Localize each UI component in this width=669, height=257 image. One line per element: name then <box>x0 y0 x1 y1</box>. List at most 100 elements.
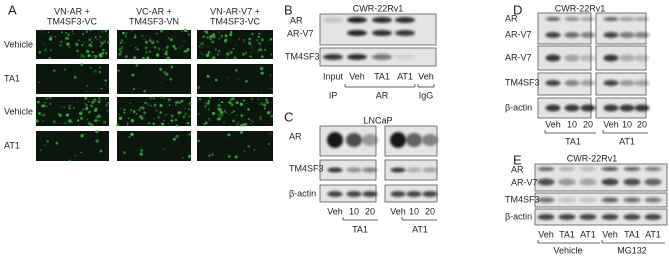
fluorescence-spot <box>153 98 155 100</box>
band <box>406 133 422 147</box>
fluorescence-spot <box>218 98 221 101</box>
band <box>362 191 378 197</box>
fluorescence-spot <box>223 121 226 124</box>
band <box>619 32 635 38</box>
band <box>644 167 662 171</box>
fluorescence-spot <box>229 30 233 34</box>
fluorescence-spot <box>228 100 232 104</box>
fluorescence-spot <box>198 97 202 101</box>
fluorescence-spot <box>41 114 44 117</box>
fluorescence-spot <box>220 101 224 104</box>
fluorescence-spot <box>106 109 109 112</box>
fluorescence-spot <box>86 49 90 54</box>
band <box>564 80 580 86</box>
column-header: VN-AR + <box>54 6 90 16</box>
fluorescence-spot <box>167 123 169 125</box>
fluorescence-spot <box>177 111 181 115</box>
fluorescence-spot <box>38 102 40 105</box>
band <box>603 80 619 86</box>
fluorescence-spot <box>159 96 162 99</box>
band-label: AR <box>505 13 518 23</box>
fluorescence-spot <box>91 51 94 54</box>
fluorescence-spot <box>122 41 125 43</box>
band <box>634 104 650 112</box>
fluorescence-spot <box>96 38 98 41</box>
fluorescence-spot <box>198 45 201 48</box>
fluorescence-spot <box>124 34 127 36</box>
fluorescence-image <box>36 30 109 59</box>
fluorescence-spot <box>107 35 110 38</box>
lane-label: Veh <box>545 119 561 129</box>
fluorescence-spot <box>208 154 211 157</box>
band <box>558 178 576 186</box>
fluorescence-spot <box>80 53 84 57</box>
lane-label: 10 <box>349 206 359 216</box>
fluorescence-spot <box>35 119 39 123</box>
fluorescence-spot <box>174 47 177 50</box>
fluorescence-spot <box>104 51 108 55</box>
fluorescence-spot <box>80 63 84 66</box>
fluorescence-spot <box>203 123 206 126</box>
band <box>580 17 596 21</box>
fluorescence-spot <box>227 77 229 79</box>
fluorescence-spot <box>172 137 176 141</box>
fluorescence-spot <box>127 124 129 126</box>
fluorescence-spot <box>39 149 42 152</box>
fluorescence-spot <box>150 99 152 101</box>
fluorescence-spot <box>98 96 101 100</box>
fluorescence-spot <box>85 103 88 107</box>
fluorescence-spot <box>182 115 186 119</box>
fluorescence-spot <box>125 32 127 34</box>
fluorescence-spot <box>118 113 120 116</box>
band <box>580 54 596 62</box>
band <box>372 54 392 60</box>
fluorescence-spot <box>229 50 233 54</box>
fluorescence-spot <box>151 41 155 45</box>
fluorescence-spot <box>239 102 244 106</box>
band <box>603 104 619 112</box>
fluorescence-spot <box>218 49 221 53</box>
fluorescence-spot <box>232 47 235 50</box>
fluorescence-spot <box>83 133 85 135</box>
fluorescence-spot <box>94 109 98 112</box>
fluorescence-spot <box>257 42 259 44</box>
fluorescence-spot <box>76 119 80 122</box>
fluorescence-spot <box>44 43 46 45</box>
fluorescence-spot <box>65 31 67 34</box>
fluorescence-spot <box>143 111 147 115</box>
fluorescence-spot <box>139 106 143 109</box>
band <box>545 104 561 112</box>
fluorescence-spot <box>209 35 213 39</box>
cell-line: CWR-22Rv1 <box>555 3 606 13</box>
fluorescence-spot <box>100 41 104 45</box>
fluorescence-spot <box>165 72 169 76</box>
fluorescence-spot <box>270 53 273 56</box>
band <box>327 167 343 173</box>
band-label: β-actin <box>505 211 532 221</box>
fluorescence-spot <box>178 101 182 104</box>
fluorescence-spot <box>74 42 79 46</box>
fluorescence-spot <box>35 55 37 58</box>
fluorescence-spot <box>184 107 187 110</box>
column-header: TM4SF3-VN <box>129 16 179 26</box>
fluorescence-spot <box>139 152 143 156</box>
fluorescence-spot <box>122 31 125 34</box>
fluorescence-spot <box>145 51 148 54</box>
fluorescence-image <box>117 131 191 161</box>
fluorescence-spot <box>60 40 63 43</box>
fluorescence-spot <box>270 110 272 112</box>
band <box>545 32 561 38</box>
column-header: TM4SF3-VC <box>47 16 98 26</box>
fluorescence-spot <box>187 33 190 36</box>
lane-label: Input <box>323 71 344 81</box>
fluorescence-spot <box>94 101 96 103</box>
band <box>564 32 580 38</box>
fluorescence-spot <box>64 114 67 116</box>
band-label: β-actin <box>289 188 316 198</box>
fluorescence-spot <box>243 99 246 102</box>
fluorescence-spot <box>49 96 52 99</box>
fluorescence-spot <box>175 134 179 139</box>
group-label: IP <box>329 90 338 100</box>
fluorescence-spot <box>76 100 79 103</box>
band <box>580 32 596 38</box>
